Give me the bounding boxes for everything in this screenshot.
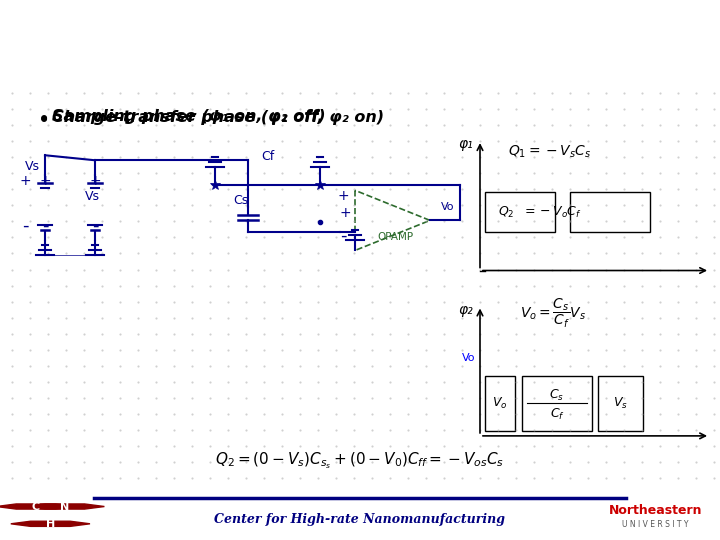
Text: Vs: Vs [85,191,100,204]
Bar [522,376,592,431]
Text: Switched-Capacitor amplifier: Switched-Capacitor amplifier [132,31,588,62]
Text: -: - [42,217,48,234]
Text: U N I V E R S I T Y: U N I V E R S I T Y [622,521,688,529]
Text: •: • [38,110,50,130]
Text: φ₁: φ₁ [458,137,473,151]
Text: Sampling phase (φ₁ on, φ₂ off): Sampling phase (φ₁ on, φ₂ off) [52,109,325,124]
Text: +: + [339,206,351,220]
Text: Vo: Vo [441,202,455,212]
Text: N: N [60,502,69,511]
Text: Vs: Vs [25,160,40,173]
Text: $V_o$: $V_o$ [492,396,508,411]
Text: $C_f$: $C_f$ [549,407,564,422]
Text: +: + [19,174,31,188]
Text: -: - [22,217,28,234]
Bar [485,192,555,232]
Bar [598,376,643,431]
Bar [570,192,650,232]
Text: +: + [89,174,101,188]
Text: OPAMP: OPAMP [377,232,413,242]
Text: •: • [38,111,50,131]
Text: H: H [46,519,55,529]
Text: +: + [39,174,51,188]
Text: Vo: Vo [462,353,475,363]
Text: Cs: Cs [233,194,248,207]
Text: +: + [337,190,348,204]
Text: Northeastern: Northeastern [608,504,702,517]
Text: $C_s$: $C_s$ [549,388,564,403]
Text: Center for High-rate Nanomanufacturing: Center for High-rate Nanomanufacturing [215,513,505,526]
Text: -: - [340,226,346,245]
Text: $Q_2$: $Q_2$ [498,205,515,220]
Text: Cf: Cf [261,150,274,163]
Text: C: C [32,502,40,511]
Text: Charge-transfer phase (φ₁ off, φ₂ on): Charge-transfer phase (φ₁ off, φ₂ on) [52,110,384,125]
Text: $Q_2=(0-V_s)C_{s_s}+(0-V_0)C_{ff}=-V_{os}C_s$: $Q_2=(0-V_s)C_{s_s}+(0-V_0)C_{ff}=-V_{os… [215,451,505,471]
Text: φ₂: φ₂ [458,302,473,316]
Text: -: - [91,217,98,234]
Text: $= -V_oC_f$: $= -V_oC_f$ [522,205,582,220]
Text: $Q_1 = -V_sC_s$: $Q_1 = -V_sC_s$ [508,143,591,160]
Text: $V_o = \dfrac{C_s}{C_f}V_s$: $V_o = \dfrac{C_s}{C_f}V_s$ [520,296,586,330]
Text: $V_s$: $V_s$ [613,396,627,411]
Bar [485,376,515,431]
